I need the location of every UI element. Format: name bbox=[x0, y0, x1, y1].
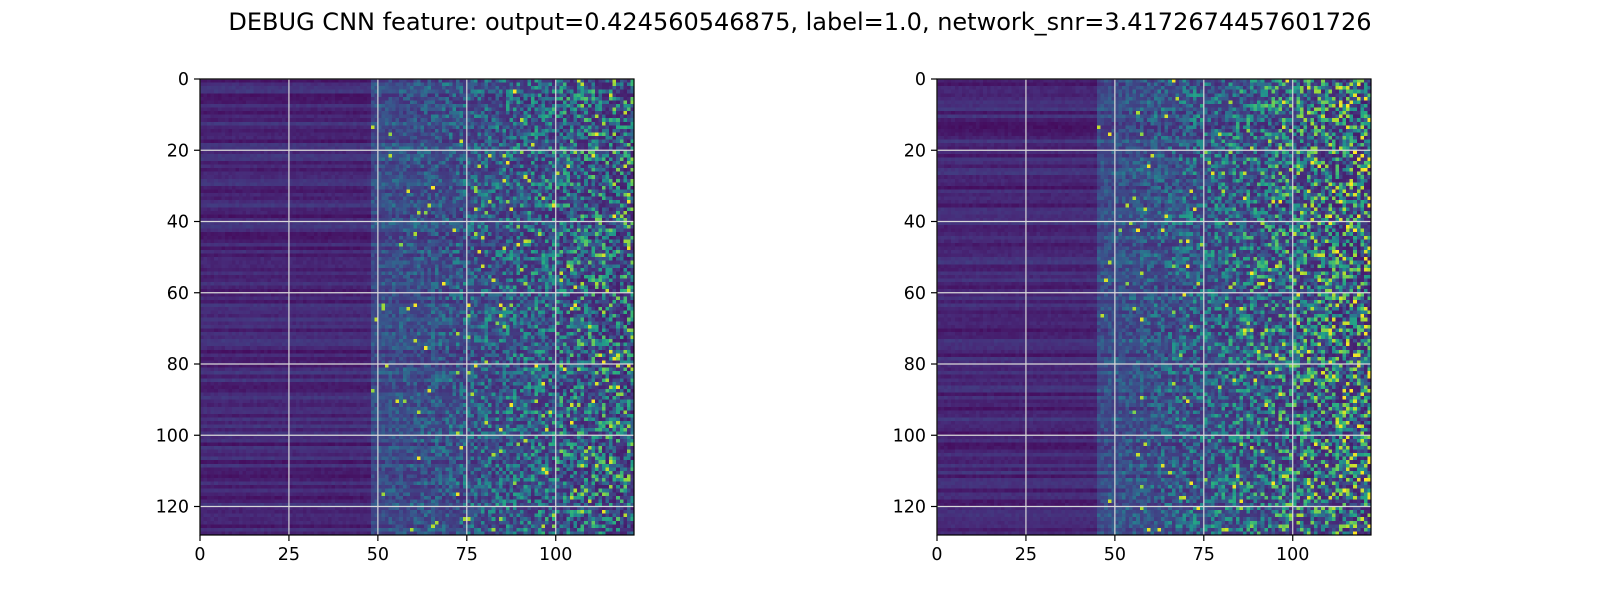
heatmap-panel-right: 0 25 50 75 100 0 20 40 60 80 100 120 bbox=[893, 70, 1372, 565]
x-tick-label: 25 bbox=[278, 545, 300, 565]
y-tick-label: 80 bbox=[167, 355, 189, 375]
y-tick-label: 0 bbox=[915, 70, 926, 90]
y-tick-label: 120 bbox=[893, 498, 926, 518]
y-tick-label: 40 bbox=[904, 213, 926, 233]
y-tick-label: 20 bbox=[167, 141, 189, 161]
y-tick-label: 60 bbox=[904, 284, 926, 304]
y-tick-label: 0 bbox=[178, 70, 189, 90]
plot-frame bbox=[199, 78, 635, 536]
y-tick-label: 80 bbox=[904, 355, 926, 375]
y-tick-label: 120 bbox=[156, 498, 189, 518]
y-tick-label: 100 bbox=[893, 426, 926, 446]
y-tick-label: 20 bbox=[904, 141, 926, 161]
figure-title: DEBUG CNN feature: output=0.424560546875… bbox=[228, 8, 1371, 36]
y-tick-label: 40 bbox=[167, 213, 189, 233]
heatmap-image bbox=[937, 79, 1371, 535]
x-tick-label: 50 bbox=[1104, 545, 1126, 565]
x-tick-label: 0 bbox=[931, 545, 942, 565]
panels: 0 25 50 75 100 0 20 40 60 80 100 120 0 25 50 75 100 0 20 40… bbox=[156, 70, 1372, 565]
x-tick-label: 0 bbox=[194, 545, 205, 565]
heatmap-panel-left: 0 25 50 75 100 0 20 40 60 80 100 120 bbox=[156, 70, 635, 565]
x-tick-label: 75 bbox=[456, 545, 478, 565]
plot-frame bbox=[936, 78, 1372, 536]
x-tick-label: 75 bbox=[1193, 545, 1215, 565]
x-tick-label: 100 bbox=[539, 545, 572, 565]
heatmap-image bbox=[200, 79, 634, 535]
y-tick-label: 100 bbox=[156, 426, 189, 446]
x-tick-label: 25 bbox=[1015, 545, 1037, 565]
x-tick-label: 100 bbox=[1276, 545, 1309, 565]
x-tick-label: 50 bbox=[367, 545, 389, 565]
y-tick-label: 60 bbox=[167, 284, 189, 304]
